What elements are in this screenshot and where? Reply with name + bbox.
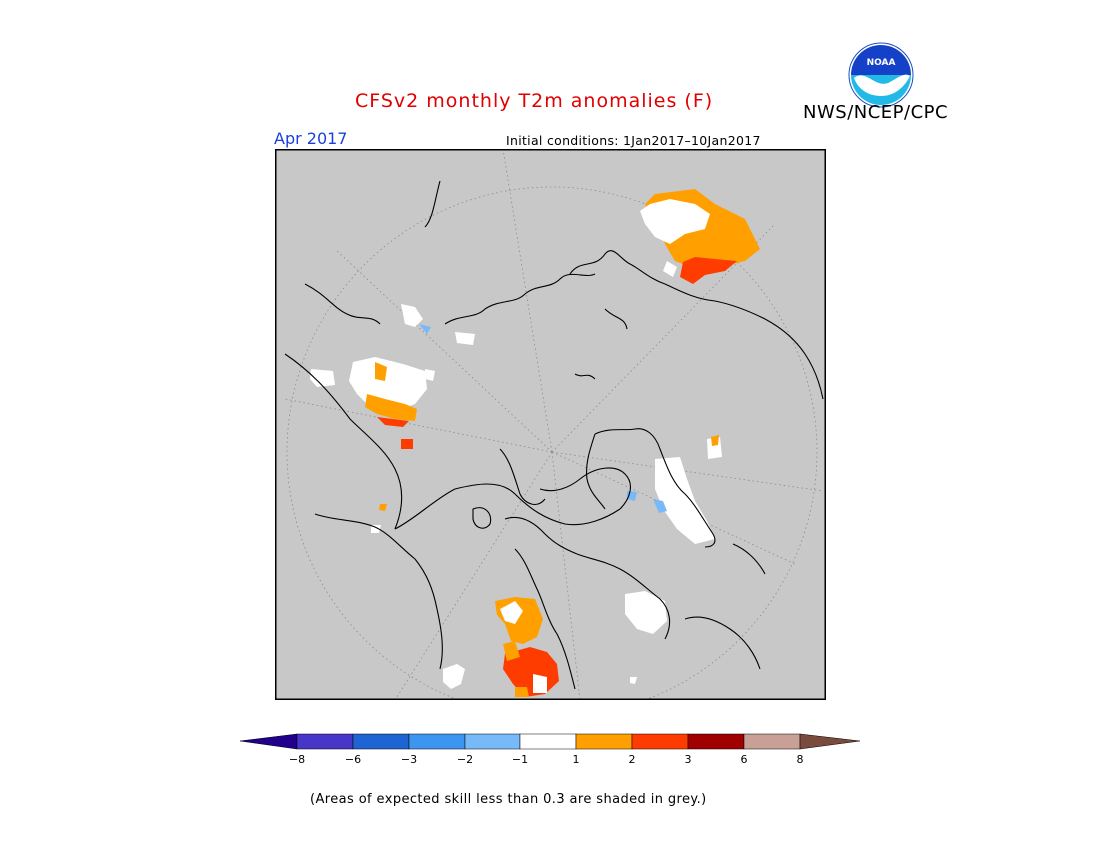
colorbar-segment: [743, 733, 801, 750]
colorbar-tick: 6: [741, 753, 748, 766]
coastlines: [284, 180, 824, 690]
colorbar-tick: −1: [512, 753, 528, 766]
colorbar-tick: −6: [345, 753, 361, 766]
colorbar: −8 −6 −3 −2 −1 1 2 3 6 8: [240, 733, 861, 766]
colorbar-segment: [296, 733, 354, 750]
colorbar-segment: [464, 733, 521, 750]
colorbar-tick: −2: [457, 753, 473, 766]
colorbar-segment: [352, 733, 410, 750]
colorbar-segment-lt-8: [240, 733, 298, 750]
skill-footnote: (Areas of expected skill less than 0.3 a…: [310, 792, 707, 807]
colorbar-segment: [408, 733, 466, 750]
forecast-month: Apr 2017: [274, 129, 348, 148]
colorbar-tick: 2: [629, 753, 636, 766]
colorbar-segment: [631, 733, 689, 750]
colorbar-segment: [575, 733, 633, 750]
colorbar-tick: −3: [401, 753, 417, 766]
colorbar-tick: 3: [685, 753, 692, 766]
colorbar-tick: 1: [573, 753, 580, 766]
organization-label: NWS/NCEP/CPC: [803, 102, 949, 123]
noaa-logo: NOAA: [848, 42, 914, 108]
chart-title: CFSv2 monthly T2m anomalies (F): [355, 90, 714, 112]
initial-conditions: Initial conditions: 1Jan2017–10Jan2017: [506, 133, 761, 148]
polar-anomaly-map: [275, 149, 826, 700]
colorbar-tick: 8: [797, 753, 804, 766]
colorbar-segment: [519, 733, 577, 750]
svg-text:NOAA: NOAA: [867, 58, 896, 68]
colorbar-segment-gt-8: [799, 733, 861, 750]
colorbar-tick: −8: [289, 753, 305, 766]
colorbar-segment: [687, 733, 745, 750]
anomaly-regions: [310, 189, 760, 697]
